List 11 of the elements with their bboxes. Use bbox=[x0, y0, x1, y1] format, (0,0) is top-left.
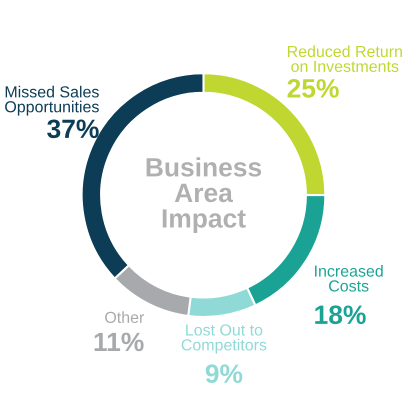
data-label: 37% bbox=[47, 119, 99, 138]
data-label: 18% bbox=[315, 305, 366, 324]
slice-label: Missed Sales Opportunities bbox=[5, 86, 99, 116]
slice-label: Other bbox=[105, 311, 144, 324]
data-label: 25% bbox=[288, 79, 339, 98]
slice-label: Increased Costs bbox=[315, 264, 383, 292]
data-label: 9% bbox=[206, 364, 242, 384]
slice-label: Reduced Return on Investments bbox=[288, 45, 402, 72]
slice-label: Lost Out to Competitors bbox=[182, 324, 266, 354]
data-label: 11% bbox=[94, 332, 144, 352]
text: Business Area Impact bbox=[146, 157, 262, 233]
